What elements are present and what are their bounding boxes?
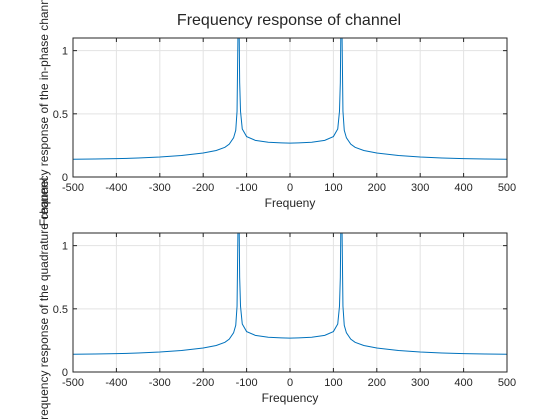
- y-tick-label: 0: [62, 172, 68, 184]
- x-tick-label: 500: [498, 377, 516, 389]
- x-tick-label: -500: [62, 182, 84, 194]
- x-axis-label: Frequeny: [265, 196, 316, 210]
- y-axis-label: Frequency response of the in-phase chann…: [37, 0, 51, 226]
- x-tick-label: 200: [368, 377, 386, 389]
- grid-lines: [72, 38, 508, 178]
- x-tick-label: -200: [192, 377, 214, 389]
- x-tick-label: -100: [236, 377, 258, 389]
- response-line: [73, 38, 507, 160]
- x-tick-label: 100: [324, 182, 342, 194]
- x-tick-label: -400: [105, 377, 127, 389]
- x-tick-label: -100: [236, 182, 258, 194]
- in-phase-subplot: -500 -400 -300 -200 -100 0 100 200 300 400 500 0 0.5…: [37, 0, 516, 226]
- figure-title: Frequency response of channel: [177, 12, 401, 29]
- x-tick-label: -400: [105, 182, 127, 194]
- x-tick-label: -200: [192, 182, 214, 194]
- x-tick-label: 0: [287, 182, 293, 194]
- x-tick-label: -300: [149, 377, 171, 389]
- y-tick-label: 0: [62, 367, 68, 379]
- y-tick-label: 1: [62, 46, 68, 58]
- x-tick-label: 400: [454, 377, 472, 389]
- y-tick-label: 0.5: [53, 109, 68, 121]
- y-axis-label: Frequency response of the quadrature cha…: [37, 178, 51, 420]
- y-tick-label: 0.5: [53, 304, 68, 316]
- x-tick-label: 200: [368, 182, 386, 194]
- y-tick-label: 1: [62, 241, 68, 253]
- x-tick-label: 100: [324, 377, 342, 389]
- x-tick-label: 500: [498, 182, 516, 194]
- grid-lines: [72, 233, 508, 373]
- x-tick-label: 300: [411, 182, 429, 194]
- x-axis-label: Frequency: [262, 391, 319, 405]
- x-tick-label: 0: [287, 377, 293, 389]
- x-tick-label: -300: [149, 182, 171, 194]
- x-tick-label: -500: [62, 377, 84, 389]
- x-tick-label: 300: [411, 377, 429, 389]
- x-tick-label: 400: [454, 182, 472, 194]
- response-line: [73, 233, 507, 355]
- quadrature-subplot: -500 -400 -300 -200 -100 0 100 200 300 400 500 0 0.5…: [37, 178, 516, 420]
